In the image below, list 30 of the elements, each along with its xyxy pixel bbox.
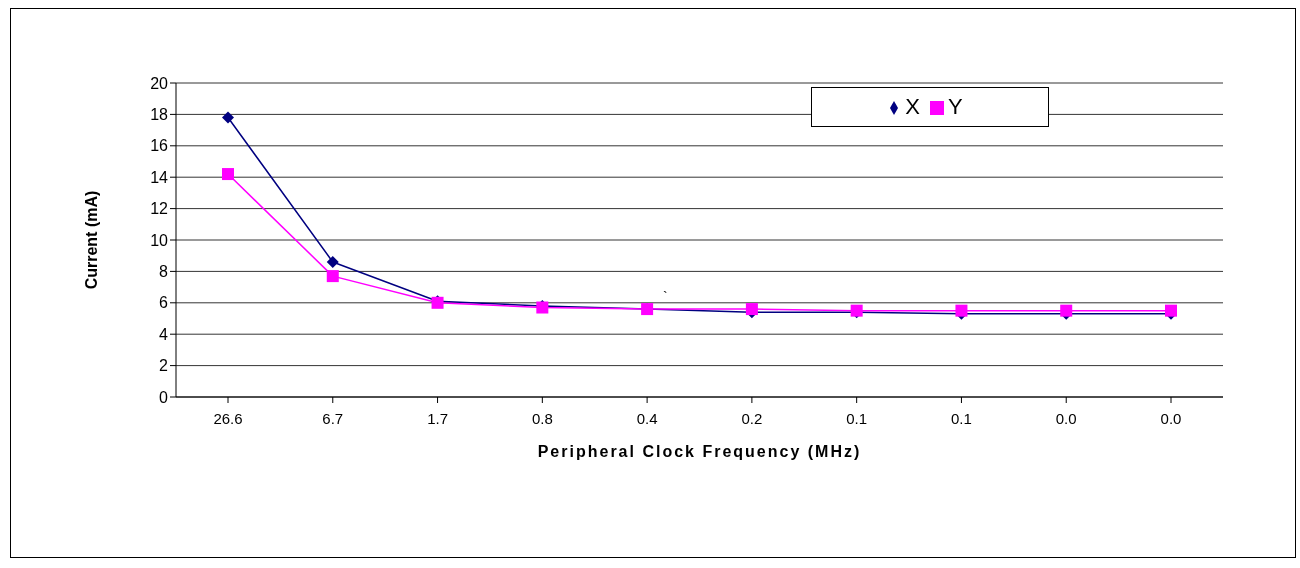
- legend-label: Y: [948, 94, 963, 119]
- y-tick-label: 14: [150, 168, 169, 186]
- legend-label: X: [905, 94, 920, 119]
- x-tick-label: 6.7: [322, 409, 344, 427]
- y-tick-label: 2: [159, 357, 169, 375]
- annotation: `: [663, 289, 668, 305]
- y-axis-title: Current (mA): [82, 190, 100, 290]
- y-tick-label: 12: [150, 200, 169, 218]
- y-tick-label: 16: [150, 137, 169, 155]
- y-tick-label: 20: [150, 74, 169, 92]
- point: [222, 111, 234, 124]
- x-tick-label: 26.6: [213, 409, 243, 427]
- point: [222, 168, 234, 181]
- x-tick-label: 1.7: [427, 409, 448, 427]
- y-tick-label: 6: [159, 294, 169, 312]
- y-tick-label: 10: [150, 231, 169, 249]
- x-tick-label: 0.0: [1160, 409, 1182, 427]
- y-tick-label: 8: [159, 263, 169, 281]
- y-tick-label: 0: [159, 388, 169, 406]
- y-tick-label: 18: [150, 106, 169, 124]
- x-tick-label: 0.4: [636, 409, 658, 427]
- x-tick-label: 0.1: [951, 409, 972, 427]
- x-tick-label: 0.8: [531, 409, 553, 427]
- point: [326, 270, 339, 283]
- x-tick-label: 0.2: [741, 409, 763, 427]
- x-tick-label: 0.1: [846, 409, 868, 427]
- x-tick-label: 0.0: [1055, 409, 1077, 427]
- y-tick-label: 4: [159, 325, 169, 343]
- x-axis-title: Peripheral Clock Frequency (MHz): [537, 443, 862, 460]
- point: [326, 255, 339, 268]
